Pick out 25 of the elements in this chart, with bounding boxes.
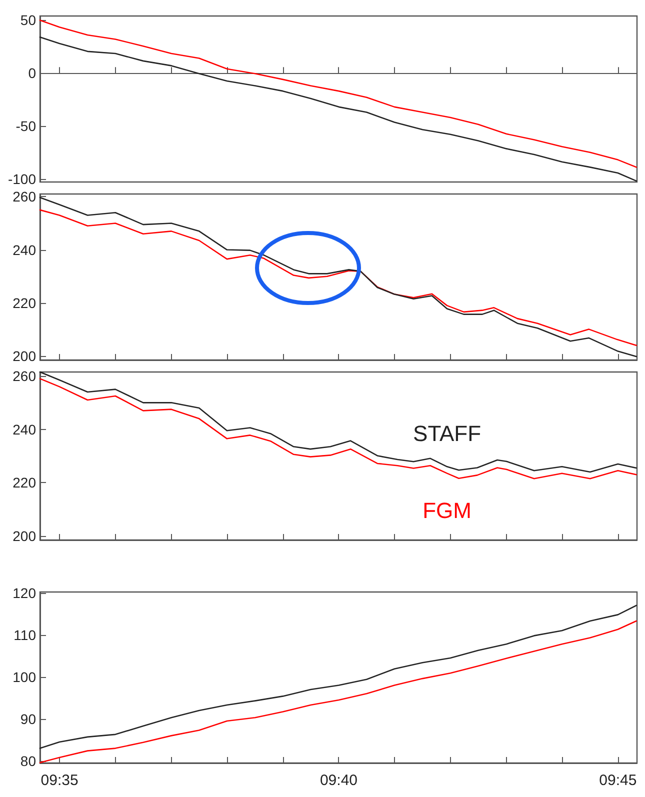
- series-label: STAFF: [413, 421, 482, 446]
- y-tick-label: 220: [12, 474, 36, 491]
- x-tick-label: 09:40: [320, 772, 358, 789]
- series-label: FGM: [422, 498, 472, 523]
- y-tick-label: -50: [16, 118, 36, 134]
- y-tick-label: 110: [14, 626, 36, 643]
- y-tick-label: 100: [12, 668, 36, 685]
- line-series: [39, 604, 637, 749]
- y-tick-label: 200: [12, 528, 36, 544]
- line-series: [39, 20, 637, 168]
- y-tick-label: 240: [12, 421, 36, 438]
- y-tick-label: 200: [12, 348, 36, 364]
- y-tick-label: 260: [12, 188, 36, 205]
- y-tick-label: 90: [20, 710, 36, 727]
- y-tick-label: 50: [20, 12, 36, 28]
- y-tick-label: 240: [12, 242, 36, 258]
- y-tick-label: 220: [12, 294, 36, 311]
- y-tick-label: 260: [12, 368, 36, 384]
- x-tick-label: 09:45: [599, 772, 637, 789]
- y-tick-label: 0: [28, 65, 36, 82]
- x-tick-label: 09:35: [40, 772, 78, 789]
- line-series: [39, 36, 637, 182]
- y-tick-label: -100: [8, 170, 36, 187]
- y-tick-label: 120: [12, 584, 36, 601]
- y-tick-label: 80: [20, 752, 36, 769]
